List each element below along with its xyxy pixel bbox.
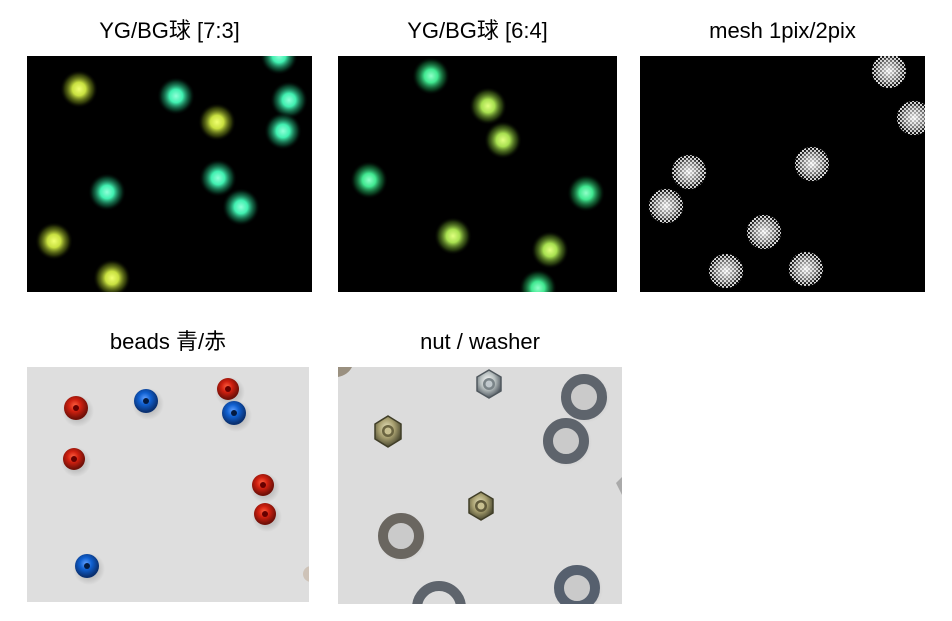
mesh-ball (793, 145, 831, 183)
mesh-ball (787, 250, 825, 288)
red-bead (215, 377, 245, 407)
yellow-green-ball (484, 121, 522, 159)
yellow-green-ball (531, 231, 569, 269)
blue-bead (73, 553, 105, 585)
yellow-green-ball (93, 259, 131, 292)
mesh-ball (870, 56, 908, 90)
washer (412, 581, 466, 604)
mesh-ball (707, 252, 745, 290)
washer (542, 417, 592, 467)
nut (476, 369, 502, 399)
yellow-green-ball (469, 87, 507, 125)
red-bead (250, 473, 280, 503)
panel-caption-yg-bg-7-3: YG/BG球 [7:3] (99, 18, 240, 43)
washer (560, 373, 610, 423)
blue-bead (220, 400, 252, 432)
blue-green-ball (88, 173, 126, 211)
red-bead (252, 502, 282, 532)
yellow-green-ball (434, 217, 472, 255)
mesh-ball (895, 99, 925, 137)
image-beads (27, 367, 309, 602)
image-yg-bg-balls-6-4 (338, 56, 617, 292)
mesh-ball (670, 153, 708, 191)
mesh-ball (745, 213, 783, 251)
red-bead (62, 395, 94, 427)
blue-green-ball (264, 112, 302, 150)
blue-green-ball (412, 57, 450, 95)
blue-green-ball (157, 77, 195, 115)
image-mesh-balls (640, 56, 925, 292)
nut (374, 415, 402, 448)
panel-caption-beads: beads 青/赤 (109, 329, 227, 354)
blue-green-ball (199, 159, 237, 197)
yellow-green-ball (35, 222, 73, 260)
blue-green-ball (270, 81, 308, 119)
blue-green-ball (567, 174, 605, 212)
yellow-green-ball (60, 70, 98, 108)
blue-bead (132, 388, 164, 420)
partial-object (338, 367, 352, 377)
partial-object (303, 566, 309, 582)
blue-green-ball (222, 188, 260, 226)
red-bead (61, 447, 91, 477)
nut (468, 491, 494, 521)
mesh-ball (647, 187, 685, 225)
blue-green-ball (519, 269, 557, 292)
partial-object (616, 477, 622, 495)
panel-caption-mesh: mesh 1pix/2pix (709, 18, 856, 43)
image-yg-bg-balls-7-3 (27, 56, 312, 292)
panel-caption-nut-washer: nut / washer (420, 329, 540, 354)
blue-green-ball (350, 161, 388, 199)
yellow-green-ball (198, 103, 236, 141)
image-nut-washer (338, 367, 622, 604)
washer (377, 512, 427, 562)
panel-caption-yg-bg-6-4: YG/BG球 [6:4] (407, 18, 548, 43)
blue-green-ball (260, 56, 298, 75)
washer (553, 564, 603, 604)
